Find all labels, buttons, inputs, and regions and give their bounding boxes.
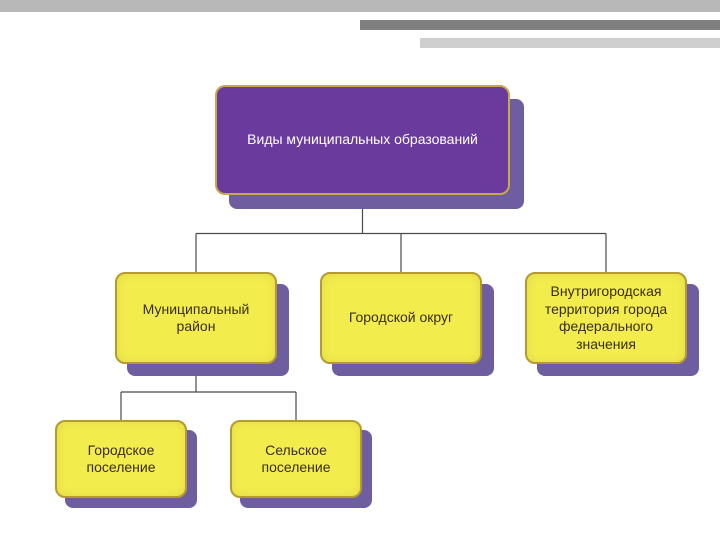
node-root: Виды муниципальных образований: [215, 85, 510, 195]
decor-bar-3: [420, 38, 720, 48]
node-urban-settlement: Городское поселение: [55, 420, 187, 498]
node-n5-label: Сельское поселение: [242, 442, 350, 477]
node-root-label: Виды муниципальных образований: [247, 131, 478, 149]
node-intracity-territory: Внутригородская территория города федера…: [525, 272, 687, 364]
decor-bar-1: [0, 0, 720, 12]
node-rural-settlement: Сельское поселение: [230, 420, 362, 498]
node-n3-label: Внутригородская территория города федера…: [537, 283, 675, 353]
node-n4-label: Городское поселение: [67, 442, 175, 477]
node-n1-label: Муниципальный район: [127, 301, 265, 336]
node-n2-label: Городской округ: [349, 309, 453, 327]
decor-bar-2: [360, 20, 720, 30]
node-municipal-district: Муниципальный район: [115, 272, 277, 364]
node-city-okrug: Городской округ: [320, 272, 482, 364]
